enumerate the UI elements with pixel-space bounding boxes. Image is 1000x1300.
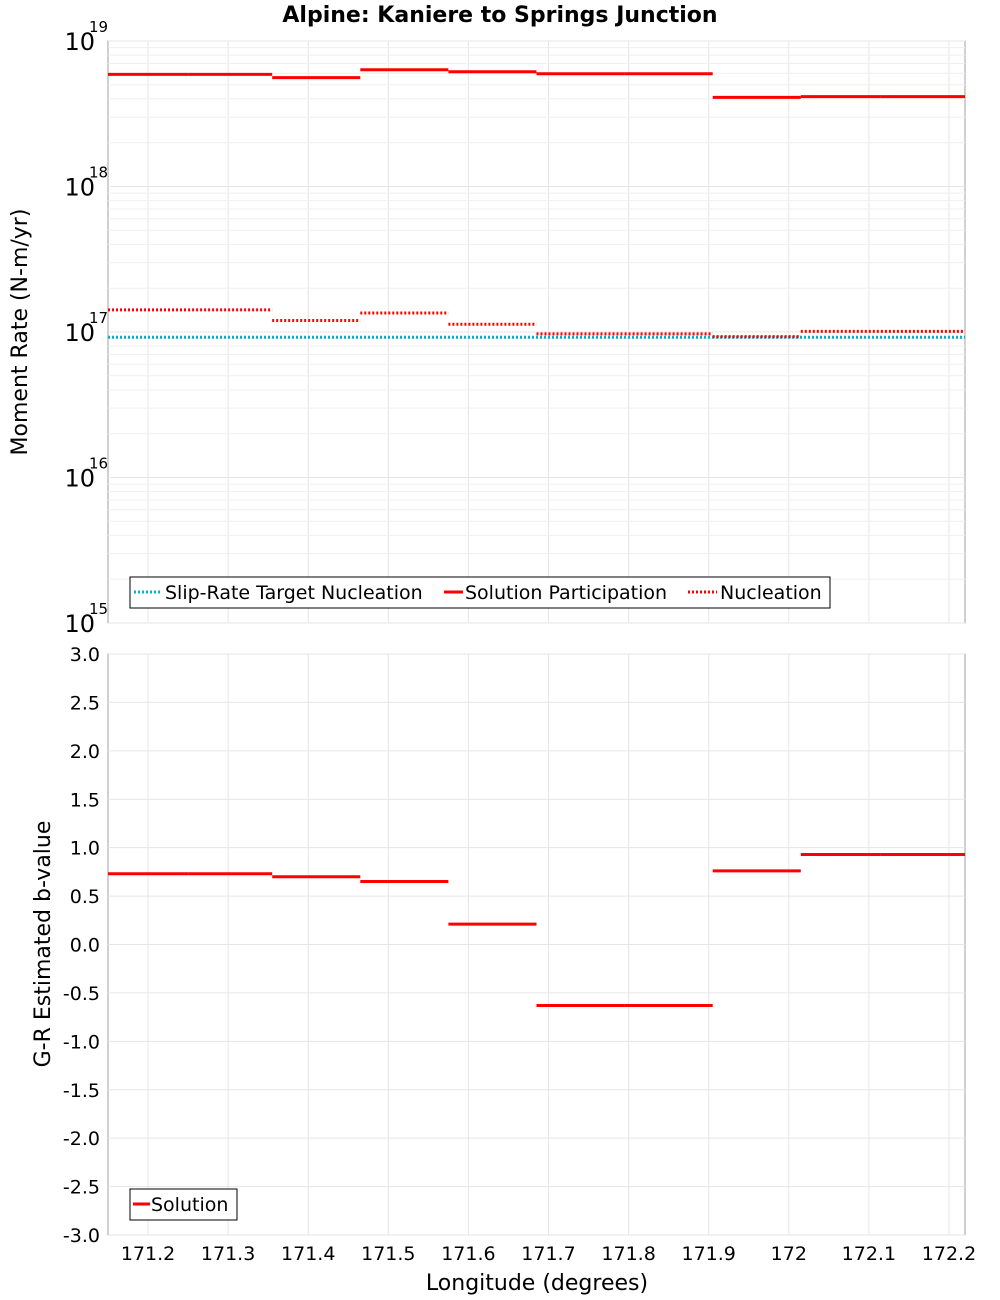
b-value-y-tick-label: -1.0 xyxy=(63,1031,100,1053)
y-tick-exponent: 18 xyxy=(89,164,108,182)
chart-title: Alpine: Kaniere to Springs Junction xyxy=(282,3,717,28)
series-solution-participation xyxy=(108,68,965,99)
b-value-y-tick-label: -3.0 xyxy=(63,1225,100,1247)
b-value-y-axis-label: G-R Estimated b-value xyxy=(31,821,56,1068)
x-tick-label: 172 xyxy=(771,1243,807,1265)
y-tick-base: 10 xyxy=(64,28,95,56)
b-value-y-tick-label: 3.0 xyxy=(70,644,100,666)
y-tick-base: 10 xyxy=(64,319,95,347)
b-value-panel: 3.0 2.5 2.0 1.5 1.0 0.5 0.0 -0.5 -1.0 -1.5 -2.0 -2.… xyxy=(31,644,976,1296)
y-tick-exponent: 15 xyxy=(89,600,108,618)
series-nucleation xyxy=(108,308,965,339)
x-tick-label: 171.9 xyxy=(681,1243,735,1265)
y-tick-base: 10 xyxy=(64,174,95,202)
x-tick-label: 171.2 xyxy=(121,1243,175,1265)
x-tick-label: 171.3 xyxy=(201,1243,255,1265)
b-value-y-tick-label: -2.5 xyxy=(63,1177,100,1199)
y-tick-base: 10 xyxy=(64,610,95,638)
legend-label-solution: Solution xyxy=(151,1194,228,1216)
series-solution xyxy=(108,852,965,1008)
b-value-y-tick-label: -1.5 xyxy=(63,1080,100,1102)
x-tick-label: 171.4 xyxy=(281,1243,335,1265)
b-value-y-tick-label: 2.0 xyxy=(70,741,100,763)
y-tick-exponent: 16 xyxy=(89,455,108,473)
legend-label-participation: Solution Participation xyxy=(465,582,667,604)
b-value-y-tick-label: 0.5 xyxy=(70,886,100,908)
b-value-x-ticks: 171.2 171.3 171.4 171.5 171.6 171.7 171.8 171.9… xyxy=(121,1243,976,1265)
b-value-y-tick-label: 2.5 xyxy=(70,692,100,714)
x-tick-label: 171.5 xyxy=(361,1243,415,1265)
b-value-y-tick-label: 1.0 xyxy=(70,838,100,860)
y-tick-base: 10 xyxy=(64,465,95,493)
x-axis-label: Longitude (degrees) xyxy=(426,1271,648,1296)
x-tick-label: 172.1 xyxy=(842,1243,896,1265)
moment-rate-y-axis-label: Moment Rate (N-m/yr) xyxy=(8,209,33,456)
x-tick-label: 171.6 xyxy=(441,1243,495,1265)
x-tick-label: 172.2 xyxy=(922,1243,976,1265)
b-value-legend: Solution xyxy=(129,1188,238,1221)
b-value-series xyxy=(108,852,965,1008)
x-tick-label: 171.7 xyxy=(521,1243,575,1265)
b-value-y-tick-label: -0.5 xyxy=(63,983,100,1005)
y-tick-exponent: 17 xyxy=(89,309,108,327)
legend-label-nucleation: Nucleation xyxy=(720,582,822,604)
b-value-y-tick-label: -2.0 xyxy=(63,1128,100,1150)
moment-rate-series xyxy=(108,68,965,339)
b-value-y-ticks: 3.0 2.5 2.0 1.5 1.0 0.5 0.0 -0.5 -1.0 -1.5 -2.0 -2.… xyxy=(63,644,100,1247)
legend-label-target: Slip-Rate Target Nucleation xyxy=(165,582,423,604)
b-value-y-tick-label: 0.0 xyxy=(70,935,100,957)
x-tick-label: 171.8 xyxy=(601,1243,655,1265)
moment-rate-legend: Slip-Rate Target Nucleation Solution Par… xyxy=(129,576,831,609)
y-tick-exponent: 19 xyxy=(89,18,108,36)
b-value-y-tick-label: 1.5 xyxy=(70,789,100,811)
b-value-grid xyxy=(108,653,965,1236)
